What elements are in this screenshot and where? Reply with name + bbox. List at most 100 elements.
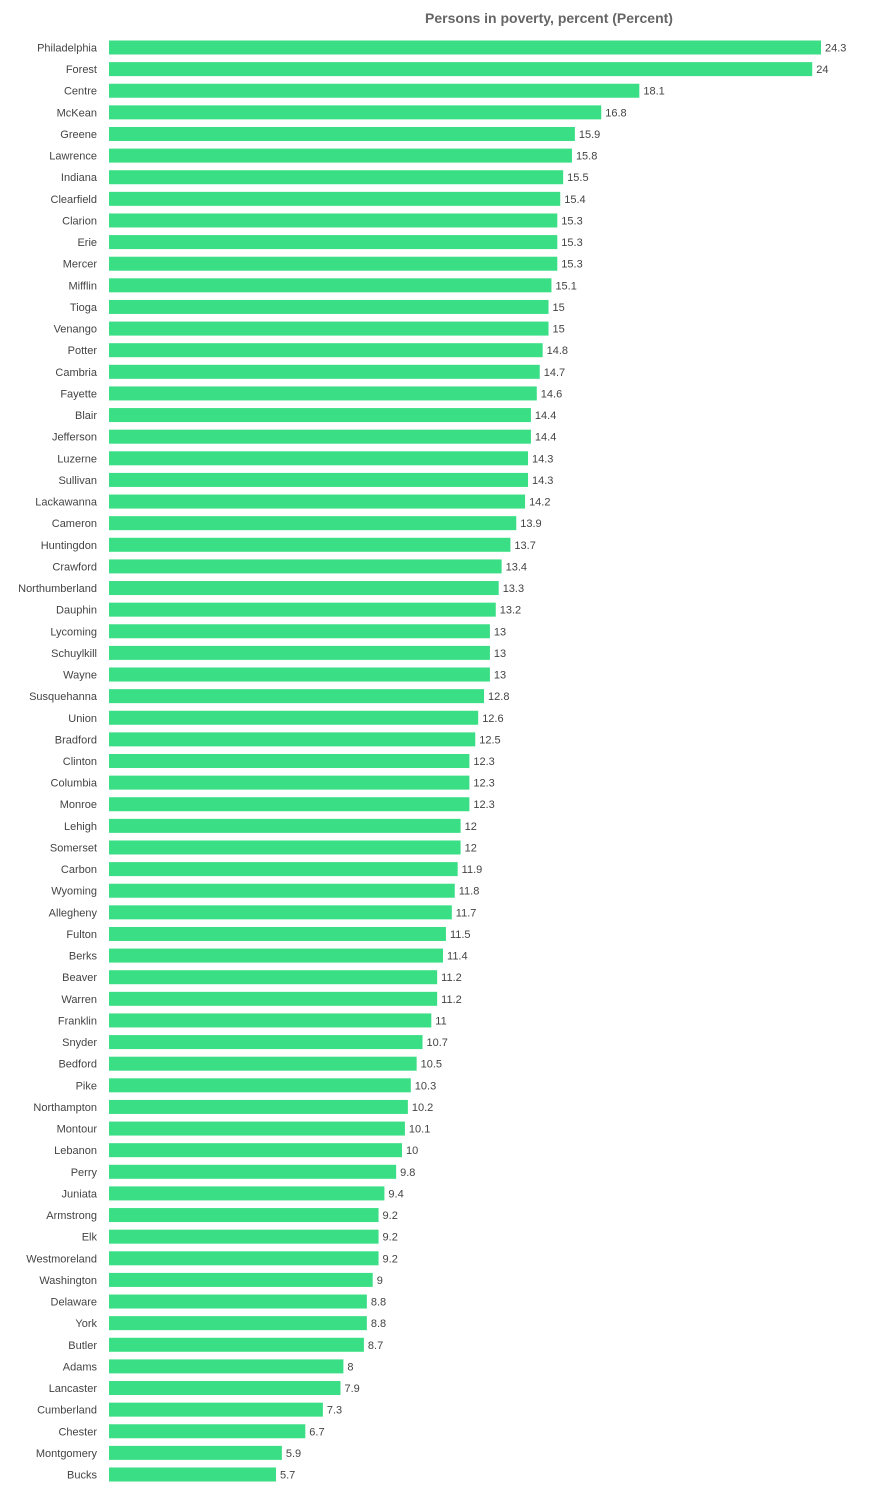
bar-monroe xyxy=(109,797,470,812)
bar-jefferson xyxy=(109,429,531,444)
category-label-lycoming: Lycoming xyxy=(50,626,97,638)
category-label-tioga: Tioga xyxy=(70,302,98,314)
bar-perry xyxy=(109,1164,397,1179)
bar-beaver xyxy=(109,970,438,985)
category-label-cameron: Cameron xyxy=(52,518,97,530)
value-label-franklin: 11 xyxy=(435,1015,446,1027)
value-label-potter: 14.8 xyxy=(547,345,568,357)
value-label-schuylkill: 13 xyxy=(494,648,506,660)
category-label-montgomery: Montgomery xyxy=(36,1448,98,1460)
bar-northampton xyxy=(109,1099,408,1114)
category-label-washington: Washington xyxy=(39,1275,97,1287)
bar-lebanon xyxy=(109,1143,402,1158)
value-label-butler: 8.7 xyxy=(368,1340,383,1352)
category-label-fulton: Fulton xyxy=(66,929,97,941)
value-label-montour: 10.1 xyxy=(409,1124,430,1136)
bar-franklin xyxy=(109,1013,432,1028)
bar-berks xyxy=(109,948,444,963)
bar-pike xyxy=(109,1078,411,1093)
value-label-lancaster: 7.9 xyxy=(344,1383,359,1395)
bar-mifflin xyxy=(109,278,552,293)
value-label-mercer: 15.3 xyxy=(561,259,582,271)
value-label-indiana: 15.5 xyxy=(567,172,588,184)
value-label-armstrong: 9.2 xyxy=(383,1210,398,1222)
bar-lehigh xyxy=(109,818,461,833)
category-label-beaver: Beaver xyxy=(62,972,97,984)
value-label-fayette: 14.6 xyxy=(541,388,562,400)
bar-mckean xyxy=(109,105,602,120)
category-label-clearfield: Clearfield xyxy=(51,194,97,206)
bar-bedford xyxy=(109,1056,417,1071)
category-label-bradford: Bradford xyxy=(55,734,97,746)
bar-chester xyxy=(109,1424,306,1439)
value-label-cameron: 13.9 xyxy=(520,518,541,530)
category-label-forest: Forest xyxy=(66,64,97,76)
value-label-centre: 18.1 xyxy=(643,86,664,98)
category-label-blair: Blair xyxy=(75,410,97,422)
category-label-armstrong: Armstrong xyxy=(46,1210,97,1222)
category-label-philadelphia: Philadelphia xyxy=(37,43,98,55)
category-label-snyder: Snyder xyxy=(62,1037,97,1049)
category-label-schuylkill: Schuylkill xyxy=(51,648,97,660)
category-label-lackawanna: Lackawanna xyxy=(35,497,98,509)
bar-cumberland xyxy=(109,1402,323,1417)
bar-wyoming xyxy=(109,883,455,898)
category-label-jefferson: Jefferson xyxy=(52,432,97,444)
bar-york xyxy=(109,1316,367,1331)
category-label-wyoming: Wyoming xyxy=(51,886,97,898)
bar-centre xyxy=(109,83,640,98)
value-label-erie: 15.3 xyxy=(561,237,582,249)
bar-westmoreland xyxy=(109,1251,379,1266)
bar-mercer xyxy=(109,256,558,271)
bar-potter xyxy=(109,343,543,358)
category-label-montour: Montour xyxy=(57,1124,98,1136)
value-label-delaware: 8.8 xyxy=(371,1297,386,1309)
value-label-adams: 8 xyxy=(347,1361,353,1373)
bar-huntingdon xyxy=(109,537,511,552)
bar-lawrence xyxy=(109,148,572,163)
category-label-berks: Berks xyxy=(69,951,98,963)
value-label-northampton: 10.2 xyxy=(412,1102,433,1114)
value-label-montgomery: 5.9 xyxy=(286,1448,301,1460)
value-label-bradford: 12.5 xyxy=(479,734,500,746)
value-label-monroe: 12.3 xyxy=(473,799,494,811)
bar-montour xyxy=(109,1121,405,1136)
bar-fayette xyxy=(109,386,537,401)
category-label-lancaster: Lancaster xyxy=(49,1383,98,1395)
value-label-warren: 11.2 xyxy=(441,994,462,1006)
value-label-elk: 9.2 xyxy=(383,1232,398,1244)
category-label-elk: Elk xyxy=(82,1232,98,1244)
value-label-clarion: 15.3 xyxy=(561,215,582,227)
category-label-wayne: Wayne xyxy=(63,670,97,682)
bar-union xyxy=(109,710,479,725)
value-label-cambria: 14.7 xyxy=(544,367,565,379)
category-label-clarion: Clarion xyxy=(62,215,97,227)
value-label-lehigh: 12 xyxy=(465,821,477,833)
value-label-blair: 14.4 xyxy=(535,410,556,422)
value-label-northumberland: 13.3 xyxy=(503,583,524,595)
value-labels: 24.3 24 18.1 16.8 15.9 15.8 15.5 15.4 15.3 15.3 15… xyxy=(280,43,846,1482)
value-label-chester: 6.7 xyxy=(309,1426,324,1438)
bars-group xyxy=(109,40,821,1482)
category-label-erie: Erie xyxy=(77,237,97,249)
category-label-northampton: Northampton xyxy=(33,1102,97,1114)
bar-warren xyxy=(109,991,438,1006)
category-label-butler: Butler xyxy=(68,1340,97,1352)
value-label-lawrence: 15.8 xyxy=(576,151,597,163)
value-label-mifflin: 15.1 xyxy=(555,280,576,292)
bar-philadelphia xyxy=(109,40,821,55)
category-label-pike: Pike xyxy=(76,1080,97,1092)
bar-sullivan xyxy=(109,472,528,487)
value-label-lebanon: 10 xyxy=(406,1145,418,1157)
value-label-pike: 10.3 xyxy=(415,1080,436,1092)
category-label-delaware: Delaware xyxy=(51,1297,97,1309)
value-label-washington: 9 xyxy=(377,1275,383,1287)
chart-title: Persons in poverty, percent (Percent) xyxy=(425,10,673,26)
category-label-dauphin: Dauphin xyxy=(56,605,97,617)
category-label-juniata: Juniata xyxy=(62,1188,98,1200)
value-label-venango: 15 xyxy=(553,324,565,336)
category-label-bucks: Bucks xyxy=(67,1470,97,1482)
bar-clarion xyxy=(109,213,558,228)
category-label-luzerne: Luzerne xyxy=(57,453,97,465)
value-label-snyder: 10.7 xyxy=(427,1037,448,1049)
